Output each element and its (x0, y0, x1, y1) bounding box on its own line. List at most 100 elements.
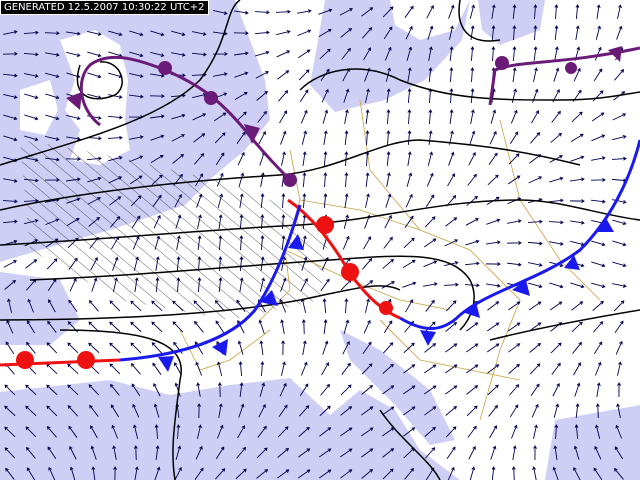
wind-arrow (445, 343, 458, 353)
wind-arrow (470, 67, 475, 83)
wind-arrow (423, 260, 438, 268)
wind-arrow (425, 447, 436, 459)
wind-arrow (113, 277, 118, 292)
wind-arrow (45, 114, 60, 121)
wind-arrow (490, 445, 497, 460)
wind-arrow (402, 259, 416, 269)
wind-arrow (485, 262, 501, 267)
wind-arrow (214, 132, 226, 144)
wind-arrow (45, 135, 60, 141)
wind-arrow (423, 238, 437, 248)
wind-arrow (365, 109, 370, 125)
wind-arrow (323, 130, 328, 145)
wind-arrow (509, 384, 520, 396)
wind-arrow (2, 51, 18, 56)
wind-arrow (281, 151, 286, 166)
wind-arrow (107, 115, 123, 120)
wind-arrow (66, 197, 81, 204)
wind-arrow (616, 403, 621, 418)
wind-arrow (197, 235, 202, 251)
wind-arrow (383, 320, 393, 334)
wind-arrow (260, 256, 265, 271)
wind-arrow (591, 134, 606, 142)
wind-arrow (612, 240, 627, 247)
wind-arrow (613, 300, 625, 312)
wind-arrow (530, 383, 540, 397)
wind-arrow (88, 384, 100, 396)
wind-arrow (108, 30, 123, 37)
occluded-front (66, 46, 640, 187)
wind-arrow (571, 301, 584, 311)
wind-arrow (150, 30, 165, 37)
wind-arrow (193, 133, 206, 143)
wind-arrow (344, 193, 349, 208)
wind-arrow (259, 382, 266, 397)
wind-arrow (87, 72, 102, 79)
wind-arrow (237, 340, 244, 355)
wind-arrow (362, 258, 373, 270)
wind-arrow (259, 277, 266, 292)
wind-arrow (486, 283, 501, 288)
wind-arrow (215, 468, 226, 480)
wind-arrow (302, 193, 307, 209)
wind-arrow (382, 258, 394, 269)
wind-arrow (88, 216, 101, 227)
wind-arrow (280, 319, 285, 334)
wind-arrow (213, 72, 228, 77)
wind-arrow (593, 341, 603, 355)
wind-arrow (195, 361, 203, 376)
wind-arrow (406, 172, 413, 187)
wind-arrow (172, 321, 184, 333)
wind-arrow (386, 109, 391, 125)
wind-arrow (488, 404, 498, 417)
wind-arrow (110, 383, 120, 396)
wind-arrow (612, 113, 627, 121)
wind-arrow (405, 25, 413, 40)
wind-arrow (23, 198, 39, 203)
wind-arrow (343, 319, 350, 334)
wind-arrow (109, 321, 121, 333)
wind-arrow (260, 235, 265, 251)
wind-arrow (3, 178, 18, 183)
wind-arrow (5, 341, 15, 355)
wind-arrow (25, 426, 37, 438)
wind-arrow (365, 172, 370, 188)
wind-arrow (4, 384, 16, 396)
wind-arrow (402, 385, 416, 395)
wind-arrow (108, 156, 123, 162)
wind-arrow (90, 257, 98, 271)
wind-arrow (386, 88, 391, 103)
wind-arrow (465, 343, 479, 353)
wind-arrow (319, 48, 331, 60)
wind-arrow (88, 300, 99, 312)
wind-arrow (615, 340, 623, 355)
wind-arrow (548, 220, 564, 225)
wind-arrow (150, 73, 165, 78)
wind-arrow (299, 405, 310, 417)
wind-arrow (151, 300, 163, 312)
wind-arrow (339, 8, 353, 16)
wind-arrow (511, 424, 518, 439)
wind-arrow (297, 29, 312, 37)
wind-arrow (44, 31, 60, 36)
wind-arrow (3, 135, 18, 142)
wind-arrow (362, 341, 372, 354)
wind-arrow (340, 406, 353, 416)
wind-arrow (364, 298, 370, 313)
wind-arrow (445, 217, 458, 227)
wind-arrow (611, 156, 627, 161)
wind-arrow (426, 172, 434, 187)
wind-arrow (302, 151, 307, 166)
wind-arrow (171, 113, 186, 120)
wind-arrow (239, 382, 244, 398)
wind-arrow (365, 130, 370, 146)
wind-arrow (407, 109, 412, 125)
wind-arrow (574, 424, 579, 440)
wind-arrow (592, 300, 604, 311)
wind-arrow (571, 111, 583, 123)
wind-arrow (491, 466, 496, 480)
wind-arrow (108, 176, 123, 184)
wind-arrow (113, 466, 118, 480)
wind-arrow (550, 342, 562, 354)
wind-arrow (466, 385, 479, 395)
